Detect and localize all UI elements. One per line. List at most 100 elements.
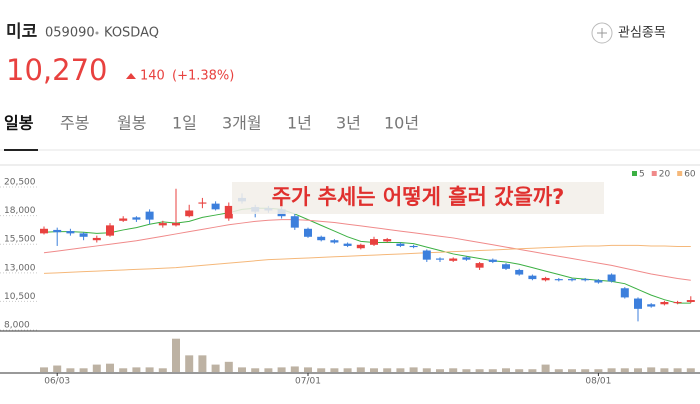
y-tick-label: 10,500 [4, 292, 36, 302]
volume-bar [502, 368, 510, 372]
volume-bar [40, 367, 48, 372]
volume-bar [119, 368, 128, 372]
volume-bar [634, 368, 642, 372]
volume-bar [224, 361, 233, 372]
volume-bar [475, 369, 484, 372]
volume-bar [251, 368, 260, 372]
legend-label: 20 [659, 170, 671, 180]
legend-label: 60 [684, 170, 696, 180]
candle-body [594, 280, 603, 283]
candle-body [66, 231, 75, 234]
tab[interactable]: 10년 [384, 114, 419, 133]
legend-swatch [632, 171, 637, 176]
candle-body [660, 301, 669, 305]
candle-body [436, 258, 444, 260]
candle-body [343, 243, 352, 246]
volume-bar [66, 368, 75, 372]
x-tick-label: 08/01 [585, 377, 611, 387]
candle-body [132, 217, 141, 220]
volume-bar [528, 369, 537, 372]
y-tick-label: 18,000 [4, 206, 36, 216]
tab[interactable]: 3개월 [222, 114, 262, 133]
tab[interactable]: 3년 [336, 114, 361, 133]
candle-body [449, 258, 458, 261]
y-tick-label: 8,000 [4, 320, 30, 330]
volume-bar [581, 369, 590, 372]
candle-body [488, 259, 497, 262]
annotation: 주가 추세는 어떻게 흘러 갔을까? [272, 185, 565, 209]
plot: 20,500 18,000 15,500 13,000 10,500 8,000 06/03… [0, 170, 696, 387]
legend-label: 5 [639, 170, 645, 180]
candle-body [422, 250, 431, 260]
candle-body [119, 218, 128, 221]
candle-body [686, 300, 695, 302]
volume-bar [568, 369, 576, 372]
up-arrow [126, 73, 136, 79]
candle-body [475, 263, 484, 268]
volume-bar [660, 368, 669, 372]
volume-bar [145, 367, 154, 372]
volume-bar [422, 368, 431, 372]
tab[interactable]: 월봉 [117, 114, 146, 133]
tab[interactable]: 일봉 [4, 114, 34, 133]
annotation-bg [232, 182, 604, 214]
volume-bar [172, 338, 180, 372]
candle-body [330, 240, 339, 243]
volume-bar [317, 368, 326, 372]
volume-bar [343, 368, 352, 372]
volume-bar [607, 368, 616, 372]
candle-body [145, 211, 154, 220]
volume-bar [686, 368, 695, 372]
y-tick-label: 20,500 [4, 178, 36, 188]
candle-body [53, 229, 62, 233]
candle-body [40, 228, 48, 234]
watch-button[interactable]: 관심종목 [591, 22, 666, 44]
candle-body [290, 216, 299, 228]
tab[interactable]: 1일 [172, 114, 197, 133]
candle-body [172, 223, 180, 226]
candle-body [158, 223, 167, 226]
x-tick-label: 06/03 [44, 377, 70, 387]
volume-bar [92, 364, 101, 372]
candle-body [356, 244, 365, 249]
change: 140 [140, 69, 165, 84]
volume-bar [330, 368, 339, 372]
candle-body [581, 279, 590, 281]
watch-icon [591, 22, 613, 44]
change-pct: (+1.38%) [172, 69, 234, 84]
moving-average [43, 244, 691, 274]
tab[interactable]: 주봉 [60, 114, 89, 133]
stock-code: 059090 [45, 26, 95, 41]
volume-bar [264, 368, 273, 372]
volume-bar [356, 367, 365, 372]
stock-name: 미코 [6, 22, 38, 42]
volume-bar [383, 368, 392, 372]
candle-body [383, 239, 392, 242]
plus [597, 28, 607, 38]
legend-swatch [651, 171, 657, 176]
volume-bar [554, 369, 563, 372]
candle-body [211, 203, 220, 210]
market: KOSDAQ [104, 26, 159, 41]
y-tick-label: 13,000 [4, 263, 36, 273]
tab[interactable]: 1년 [287, 114, 312, 133]
candle-body [79, 233, 88, 237]
volume-bar [594, 369, 603, 372]
volume-bar [132, 367, 141, 372]
candle-body [317, 236, 326, 241]
candle-body [634, 298, 642, 309]
candle-body [673, 301, 682, 304]
volume-bar [673, 368, 682, 372]
candle-body [396, 243, 405, 246]
volume-bar [515, 369, 524, 372]
separator [95, 31, 99, 35]
volume-bar [185, 355, 194, 372]
volume-bar [290, 366, 299, 372]
volume-bar [488, 369, 497, 372]
candle-body [304, 228, 312, 237]
volume-bar [449, 368, 458, 372]
tabs: 일봉 주봉 월봉 1일 3개월 1년 3년 10년 [4, 114, 419, 133]
candle-body [409, 245, 418, 248]
volume-bar [620, 368, 629, 372]
